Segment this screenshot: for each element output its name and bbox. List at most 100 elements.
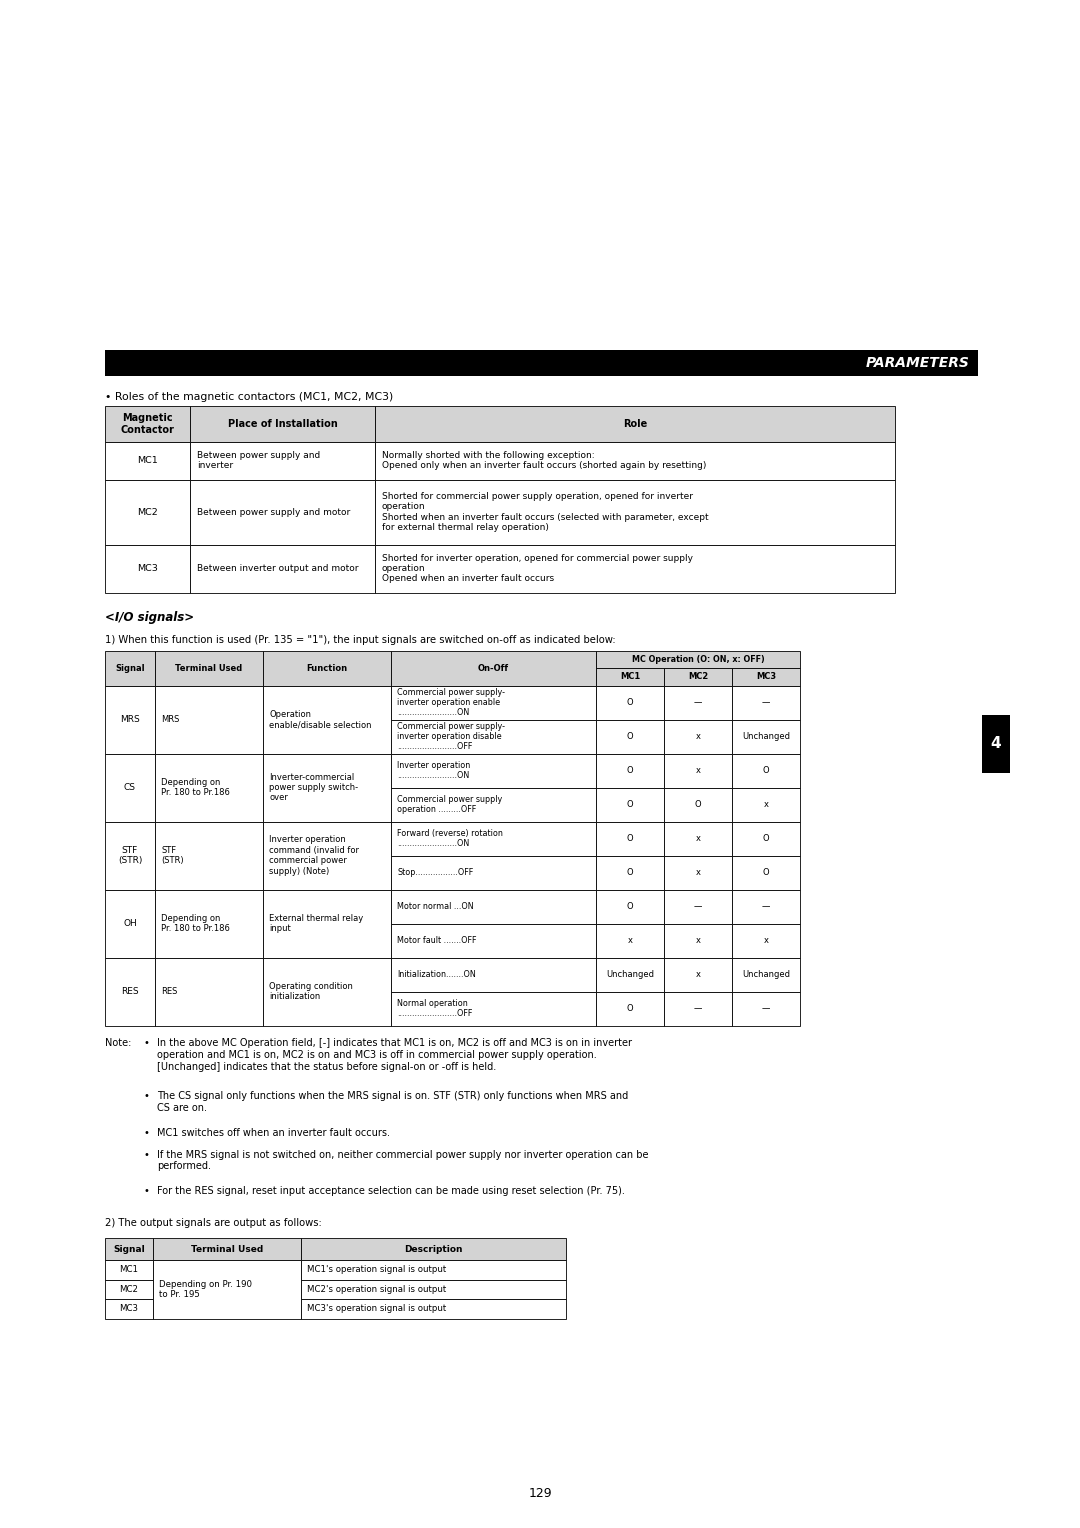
Bar (105, 1299, 153, 1319)
Text: Unchanged: Unchanged (606, 970, 654, 979)
Bar (596, 753, 664, 787)
Bar (105, 686, 156, 753)
Text: O: O (626, 732, 633, 741)
Text: MRS: MRS (161, 715, 179, 724)
Text: 2) The output signals are output as follows:: 2) The output signals are output as foll… (105, 1218, 322, 1229)
Text: MC2's operation signal is output: MC2's operation signal is output (307, 1285, 446, 1294)
Text: Description: Description (404, 1244, 462, 1253)
Text: MC3: MC3 (137, 564, 158, 573)
Text: O: O (626, 1004, 633, 1013)
Text: O: O (626, 902, 633, 911)
Text: Shorted for commercial power supply operation, opened for inverter
operation
Sho: Shorted for commercial power supply oper… (382, 492, 708, 532)
Bar (391, 686, 596, 720)
Bar (596, 923, 664, 958)
Bar (156, 889, 264, 958)
Bar (375, 480, 895, 544)
Text: Signal: Signal (116, 663, 145, 672)
Text: —: — (761, 698, 770, 707)
Bar (732, 720, 800, 753)
Bar (105, 1279, 153, 1299)
Bar (264, 686, 391, 753)
Text: Commercial power supply
operation .........OFF: Commercial power supply operation ......… (397, 795, 502, 814)
Text: —: — (693, 1004, 702, 1013)
Text: The CS signal only functions when the MRS signal is on. STF (STR) only functions: The CS signal only functions when the MR… (157, 1091, 629, 1112)
Text: Inverter operation
command (invalid for
commercial power
supply) (Note): Inverter operation command (invalid for … (269, 836, 359, 876)
Bar (596, 889, 664, 923)
Text: Motor fault .......OFF: Motor fault .......OFF (397, 937, 476, 944)
Bar (732, 822, 800, 856)
Text: MC2: MC2 (688, 672, 708, 681)
Bar (732, 856, 800, 889)
Bar (664, 822, 732, 856)
Text: x: x (627, 937, 633, 944)
Text: For the RES signal, reset input acceptance selection can be made using reset sel: For the RES signal, reset input acceptan… (157, 1187, 625, 1196)
Text: Forward (reverse) rotation
........................ON: Forward (reverse) rotation .............… (397, 828, 503, 848)
Bar (301, 1261, 566, 1279)
Text: MC3: MC3 (120, 1305, 138, 1313)
Text: 4: 4 (990, 736, 1001, 752)
Bar (301, 1299, 566, 1319)
Bar (596, 992, 664, 1025)
Bar (264, 753, 391, 822)
Text: Between power supply and
inverter: Between power supply and inverter (197, 451, 321, 471)
Text: O: O (626, 698, 633, 707)
Bar (391, 822, 596, 856)
Text: —: — (693, 902, 702, 911)
Text: RES: RES (161, 987, 177, 996)
Text: MC Operation (O: ON, x: OFF): MC Operation (O: ON, x: OFF) (632, 656, 765, 663)
Text: PARAMETERS: PARAMETERS (866, 356, 970, 370)
Text: O: O (626, 868, 633, 877)
Text: STF
(STR): STF (STR) (161, 847, 184, 865)
Text: O: O (762, 834, 769, 843)
Text: Initialization.......ON: Initialization.......ON (397, 970, 476, 979)
Bar (190, 406, 375, 442)
Bar (264, 651, 391, 686)
Bar (664, 787, 732, 822)
Bar (596, 668, 664, 686)
Text: On-Off: On-Off (478, 663, 509, 672)
Bar (301, 1279, 566, 1299)
Bar (156, 822, 264, 889)
Text: Depending on
Pr. 180 to Pr.186: Depending on Pr. 180 to Pr.186 (161, 778, 230, 798)
Bar (391, 787, 596, 822)
Bar (190, 544, 375, 593)
Bar (264, 822, 391, 889)
Bar (264, 889, 391, 958)
Text: x: x (764, 801, 769, 808)
Bar (732, 686, 800, 720)
Text: Stop.................OFF: Stop.................OFF (397, 868, 473, 877)
Text: x: x (696, 834, 701, 843)
Bar (664, 720, 732, 753)
Bar (156, 651, 264, 686)
Bar (105, 1261, 153, 1279)
Text: x: x (696, 937, 701, 944)
Bar (391, 958, 596, 992)
Bar (391, 720, 596, 753)
Text: Motor normal ...ON: Motor normal ...ON (397, 902, 474, 911)
Text: 129: 129 (528, 1487, 552, 1500)
Bar (156, 686, 264, 753)
Bar (391, 651, 596, 686)
Text: Unchanged: Unchanged (742, 970, 789, 979)
Text: •: • (143, 1128, 149, 1138)
Text: Function: Function (307, 663, 348, 672)
Bar (664, 992, 732, 1025)
Text: x: x (696, 868, 701, 877)
Bar (301, 1238, 566, 1261)
Text: —: — (761, 902, 770, 911)
Text: Inverter-commercial
power supply switch-
over: Inverter-commercial power supply switch-… (269, 773, 359, 802)
Text: •: • (143, 1091, 149, 1102)
Bar (732, 889, 800, 923)
Text: MC1: MC1 (137, 455, 158, 465)
Text: •: • (143, 1187, 149, 1196)
Bar (391, 923, 596, 958)
Bar (153, 1238, 301, 1261)
Text: Inverter operation
........................ON: Inverter operation .....................… (397, 761, 470, 781)
Text: Normally shorted with the following exception:
Opened only when an inverter faul: Normally shorted with the following exce… (382, 451, 706, 471)
Text: MC3: MC3 (756, 672, 777, 681)
Text: MC2: MC2 (120, 1285, 138, 1294)
Text: x: x (696, 732, 701, 741)
Text: Terminal Used: Terminal Used (191, 1244, 264, 1253)
Text: Between power supply and motor: Between power supply and motor (197, 507, 350, 516)
Bar (391, 856, 596, 889)
